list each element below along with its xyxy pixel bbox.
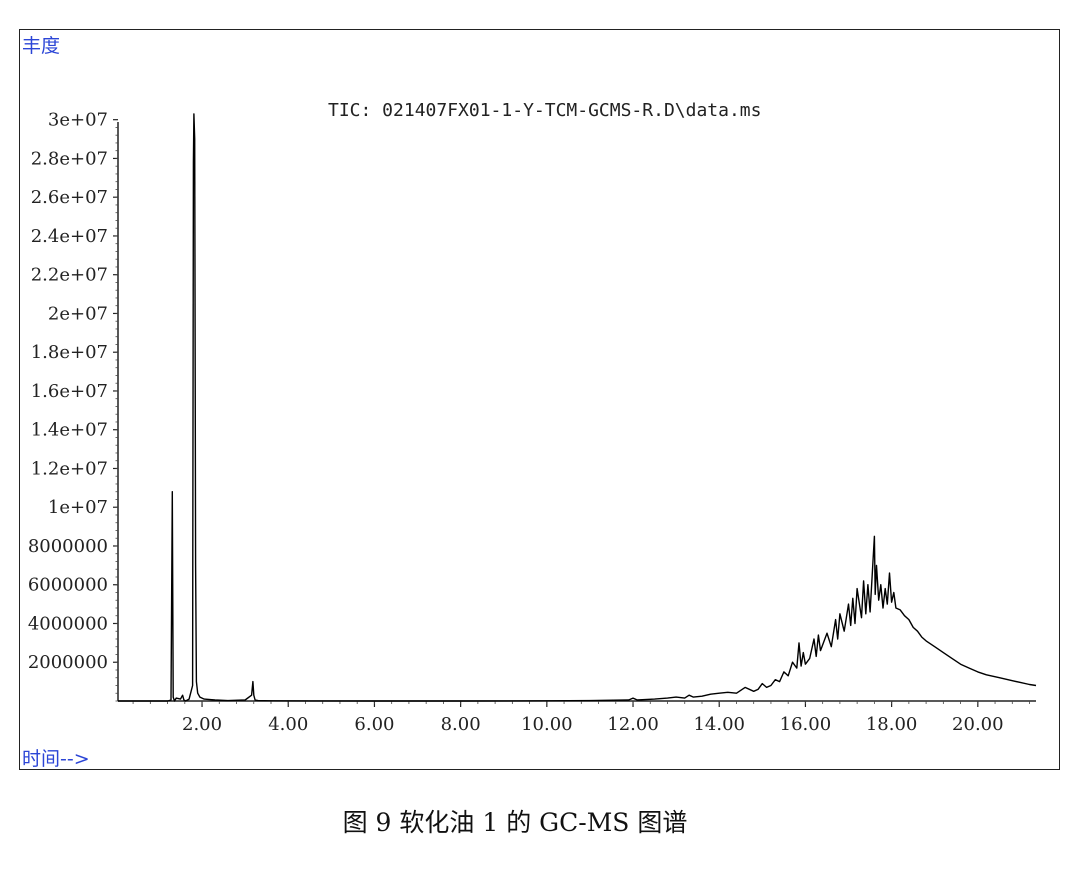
x-tick-label: 20.00 — [952, 714, 1004, 735]
x-tick-label: 2.00 — [182, 714, 222, 735]
chart-title: TIC: 021407FX01-1-Y-TCM-GCMS-R.D\data.ms — [328, 100, 762, 121]
y-tick-label: 1.4e+07 — [31, 420, 108, 441]
y-tick-label: 2.6e+07 — [31, 187, 108, 208]
chart-frame — [19, 29, 1060, 770]
x-tick-label: 16.00 — [780, 714, 832, 735]
y-tick-label: 2000000 — [28, 652, 108, 673]
y-tick-label: 1.6e+07 — [31, 381, 108, 402]
x-tick-label: 14.00 — [693, 714, 745, 735]
x-tick-label: 10.00 — [521, 714, 573, 735]
x-tick-label: 18.00 — [866, 714, 918, 735]
y-tick-label: 1.8e+07 — [31, 342, 108, 363]
x-tick-label: 8.00 — [441, 714, 481, 735]
x-axis-title: 时间--> — [22, 748, 90, 770]
x-tick-label: 6.00 — [354, 714, 394, 735]
y-tick-label: 1e+07 — [48, 497, 108, 518]
y-axis-title: 丰度 — [22, 35, 61, 57]
y-tick-label: 2.2e+07 — [31, 265, 108, 286]
y-tick-label: 1.2e+07 — [31, 458, 108, 479]
y-tick-label: 8000000 — [28, 536, 108, 557]
y-tick-label: 6000000 — [28, 575, 108, 596]
y-tick-label: 2e+07 — [48, 303, 108, 324]
x-tick-label: 12.00 — [607, 714, 659, 735]
y-tick-label: 3e+07 — [48, 110, 108, 131]
y-tick-label: 2.8e+07 — [31, 148, 108, 169]
tic-series-line — [118, 113, 1037, 702]
x-tick-label: 4.00 — [268, 714, 308, 735]
figure-caption: 图 9 软化油 1 的 GC-MS 图谱 — [342, 808, 688, 837]
y-tick-label: 2.4e+07 — [31, 226, 108, 247]
y-tick-label: 4000000 — [28, 613, 108, 634]
